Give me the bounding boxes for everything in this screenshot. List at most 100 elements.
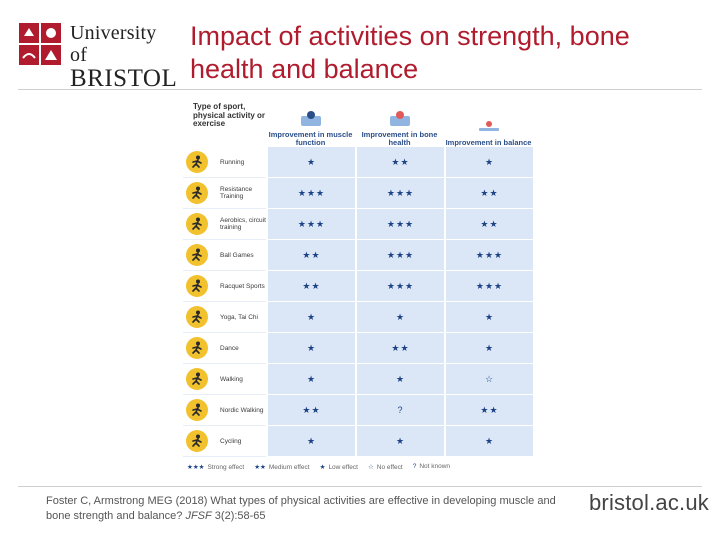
- column-header-bone: Improvement in bone health: [355, 97, 444, 147]
- activity-cell: Running: [183, 147, 266, 178]
- activity-cell: Cycling: [183, 426, 266, 457]
- table-row: Yoga, Tai Chi ★ ★ ★: [183, 302, 533, 333]
- activity-label: Resistance Training: [220, 186, 253, 200]
- site-url[interactable]: bristol.ac.uk: [589, 490, 709, 515]
- rating-cell: ★★★: [355, 209, 444, 240]
- logo-line2: BRISTOL: [70, 65, 178, 92]
- legend-label: Medium effect: [268, 464, 310, 471]
- activity-label: Racquet Sports: [220, 282, 265, 290]
- activity-label: Yoga, Tai Chi: [220, 313, 258, 321]
- rating-cell: ★: [266, 147, 355, 178]
- rating-cell: ★: [444, 333, 533, 364]
- column-label-balance: Improvement in balance: [445, 138, 532, 147]
- aerobics-icon: [186, 213, 208, 235]
- legend-label: Low effect: [328, 464, 358, 471]
- rating-cell: ★★★: [444, 271, 533, 302]
- rating-cell: ★: [355, 364, 444, 395]
- weights-icon: [186, 182, 208, 204]
- rating-cell: ★: [266, 426, 355, 457]
- column-header-balance: Improvement in balance: [444, 97, 533, 147]
- rating-cell: ★★: [444, 395, 533, 426]
- activity-cell: Ball Games: [183, 240, 266, 271]
- legend-item: ★★ Medium effect: [254, 463, 309, 471]
- legend-symbol: ★: [319, 464, 326, 471]
- balance-icon: [478, 121, 499, 131]
- activity-label: Cycling: [220, 437, 242, 445]
- activity-cell: Aerobics, circuit training: [183, 209, 266, 240]
- activity-label: Dance: [220, 344, 239, 352]
- legend-symbol: ?: [412, 463, 417, 470]
- legend-label: Not known: [419, 463, 451, 470]
- rating-cell: ★★★: [355, 240, 444, 271]
- logo-line1: University of: [70, 22, 157, 66]
- table-row: Resistance Training ★★★ ★★★ ★★: [183, 178, 533, 209]
- table-row: Dance ★ ★★ ★: [183, 333, 533, 364]
- activity-cell: Walking: [183, 364, 266, 395]
- rating-cell: ★★: [266, 240, 355, 271]
- nordic-walking-icon: [186, 399, 208, 421]
- rating-cell: ★: [266, 302, 355, 333]
- activity-cell: Resistance Training: [183, 178, 266, 209]
- rating-cell: ★★: [266, 395, 355, 426]
- rating-cell: ★★★: [355, 271, 444, 302]
- activity-cell: Nordic Walking: [183, 395, 266, 426]
- rating-cell: ★★: [355, 147, 444, 178]
- bone-icon: [389, 111, 410, 126]
- table-row: Walking ★ ★ ☆: [183, 364, 533, 395]
- rating-cell: ★: [355, 302, 444, 333]
- cycling-icon: [186, 430, 208, 452]
- legend-symbol: ★★★: [187, 464, 205, 471]
- table-row: Cycling ★ ★ ★: [183, 426, 533, 457]
- rating-cell: ☆: [444, 364, 533, 395]
- rating-cell: ★: [444, 147, 533, 178]
- table-row: Running ★ ★★ ★: [183, 147, 533, 178]
- activity-impact-table: Type of sport, physical activity or exer…: [183, 97, 533, 471]
- citation: Foster C, Armstrong MEG (2018) What type…: [46, 494, 566, 524]
- activity-label: Ball Games: [220, 251, 254, 259]
- rating-cell: ★★: [444, 209, 533, 240]
- rating-cell: ★: [266, 333, 355, 364]
- title-divider: [18, 89, 702, 90]
- activity-cell: Racquet Sports: [183, 271, 266, 302]
- footer-divider: [18, 486, 702, 487]
- column-header-muscle: Improvement in muscle function: [266, 97, 355, 147]
- table-row: Ball Games ★★ ★★★ ★★★: [183, 240, 533, 271]
- rating-cell: ★★: [444, 178, 533, 209]
- rating-cell: ?: [355, 395, 444, 426]
- rating-cell: ★★★: [266, 178, 355, 209]
- column-label-bone: Improvement in bone health: [361, 130, 438, 147]
- corner-label: Type of sport, physical activity or exer…: [193, 102, 266, 128]
- activity-label: Nordic Walking: [220, 406, 264, 414]
- legend-symbol: ☆: [367, 464, 374, 471]
- activity-label: Aerobics, circuit training: [220, 217, 266, 231]
- rating-cell: ★: [444, 426, 533, 457]
- table-row: Aerobics, circuit training ★★★ ★★★ ★★: [183, 209, 533, 240]
- activity-cell: Yoga, Tai Chi: [183, 302, 266, 333]
- rating-cell: ★: [444, 302, 533, 333]
- muscle-icon: [300, 111, 321, 126]
- activity-cell: Dance: [183, 333, 266, 364]
- citation-text: Foster C, Armstrong MEG (2018) What type…: [46, 495, 556, 522]
- table-row: Nordic Walking ★★? ★★: [183, 395, 533, 426]
- rating-cell: ★★★: [266, 209, 355, 240]
- rating-cell: ★★★: [444, 240, 533, 271]
- rating-cell: ★★: [355, 333, 444, 364]
- legend-label: Strong effect: [207, 464, 245, 471]
- column-label-muscle: Improvement in muscle function: [268, 130, 353, 147]
- table-legend: ★★★ Strong effect ★★ Medium effect ★ Low effe…: [183, 463, 533, 471]
- activity-label: Running: [220, 158, 245, 166]
- yoga-icon: [186, 306, 208, 328]
- activity-label: Walking: [220, 375, 243, 383]
- page-title: Impact of activities on strength, bone h…: [190, 21, 630, 84]
- legend-item: ? Not known: [413, 463, 450, 471]
- citation-journal: JFSF: [185, 510, 212, 522]
- dance-icon: [186, 337, 208, 359]
- legend-label: No effect: [376, 464, 403, 471]
- legend-item: ☆ No effect: [368, 463, 403, 471]
- crest-icon: [19, 23, 61, 65]
- legend-symbol: ★★: [254, 464, 266, 471]
- university-logo: University of BRISTOL: [18, 20, 178, 92]
- legend-item: ★ Low effect: [320, 463, 358, 471]
- rating-cell: ★★: [266, 271, 355, 302]
- legend-item: ★★★ Strong effect: [187, 463, 244, 471]
